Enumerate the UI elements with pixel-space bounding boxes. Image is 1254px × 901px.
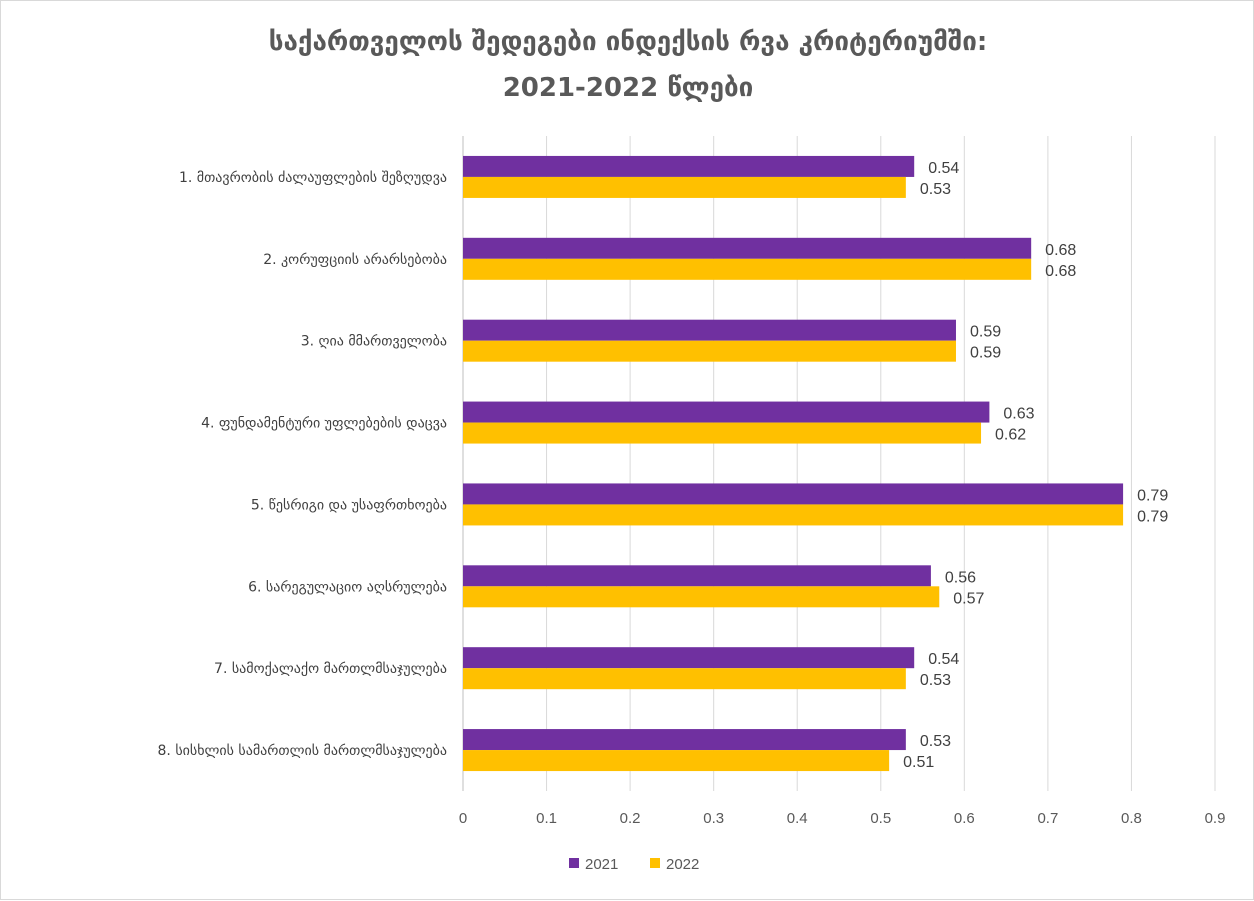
data-label-2021-5: 0.79 xyxy=(1137,487,1168,504)
data-label-2022-3: 0.59 xyxy=(970,345,1001,362)
bar-2022-3 xyxy=(463,340,956,362)
category-label-7: 7. სამოქალაქო მართლმსაჯულება xyxy=(214,660,447,677)
x-tick-label-0.2: 0.2 xyxy=(620,810,641,827)
x-tick-label-0.6: 0.6 xyxy=(954,810,975,827)
data-label-2021-4: 0.63 xyxy=(1003,406,1034,423)
data-label-2022-6: 0.57 xyxy=(953,590,984,607)
legend-swatch-2022 xyxy=(650,858,660,868)
category-label-5: 5. წესრიგი და უსაფრთხოება xyxy=(251,496,447,513)
x-tick-label-0.3: 0.3 xyxy=(703,810,724,827)
legend-label-2021: 2021 xyxy=(585,856,618,873)
chart-title-line-1: საქართველოს შედეგები ინდექსის რვა კრიტერ… xyxy=(268,27,988,57)
bar-2021-6 xyxy=(463,565,931,587)
x-tick-label-0.1: 0.1 xyxy=(536,810,557,827)
bar-2022-5 xyxy=(463,504,1124,526)
bar-2021-2 xyxy=(463,237,1032,259)
bar-2021-1 xyxy=(463,155,915,177)
x-tick-label-0.8: 0.8 xyxy=(1121,810,1142,827)
legend-swatch-2021 xyxy=(569,858,579,868)
data-label-2021-2: 0.68 xyxy=(1045,242,1076,259)
legend-label-2022: 2022 xyxy=(666,856,699,873)
bar-2022-8 xyxy=(463,750,890,772)
category-label-2: 2. კორუფციის არარსებობა xyxy=(263,251,447,268)
bar-2022-6 xyxy=(463,586,940,608)
category-label-8: 8. სისხლის სამართლის მართლმსაჯულება xyxy=(158,742,447,759)
data-label-2021-3: 0.59 xyxy=(970,324,1001,341)
x-tick-label-0.9: 0.9 xyxy=(1205,810,1226,827)
bar-2021-8 xyxy=(463,729,906,751)
category-label-6: 6. სარეგულაციო აღსრულება xyxy=(248,578,447,595)
x-tick-label-0.7: 0.7 xyxy=(1037,810,1058,827)
chart-title-line-2: 2021-2022 წლები xyxy=(502,73,754,103)
x-tick-label-0.5: 0.5 xyxy=(870,810,891,827)
category-label-3: 3. ღია მმართველობა xyxy=(301,333,447,350)
data-label-2021-6: 0.56 xyxy=(945,569,976,586)
bar-2022-7 xyxy=(463,668,906,690)
bar-2021-3 xyxy=(463,319,956,341)
category-label-4: 4. ფუნდამენტური უფლებების დაცვა xyxy=(201,415,447,432)
data-label-2022-1: 0.53 xyxy=(920,181,951,198)
x-tick-label-0: 0 xyxy=(459,810,467,827)
data-label-2022-7: 0.53 xyxy=(920,672,951,689)
bar-2022-1 xyxy=(463,176,906,198)
bar-2021-4 xyxy=(463,401,990,423)
data-label-2022-2: 0.68 xyxy=(1045,263,1076,280)
x-tick-label-0.4: 0.4 xyxy=(787,810,808,827)
bar-2021-7 xyxy=(463,647,915,669)
data-label-2021-1: 0.54 xyxy=(928,160,959,177)
data-label-2022-8: 0.51 xyxy=(903,754,934,771)
data-label-2021-7: 0.54 xyxy=(928,651,959,668)
data-label-2022-5: 0.79 xyxy=(1137,508,1168,525)
category-label-1: 1. მთავრობის ძალაუფლების შეზღუდვა xyxy=(179,169,447,186)
data-label-2021-8: 0.53 xyxy=(920,733,951,750)
bar-2022-2 xyxy=(463,258,1032,280)
bar-2021-5 xyxy=(463,483,1124,505)
data-label-2022-4: 0.62 xyxy=(995,427,1026,444)
bar-2022-4 xyxy=(463,422,982,444)
